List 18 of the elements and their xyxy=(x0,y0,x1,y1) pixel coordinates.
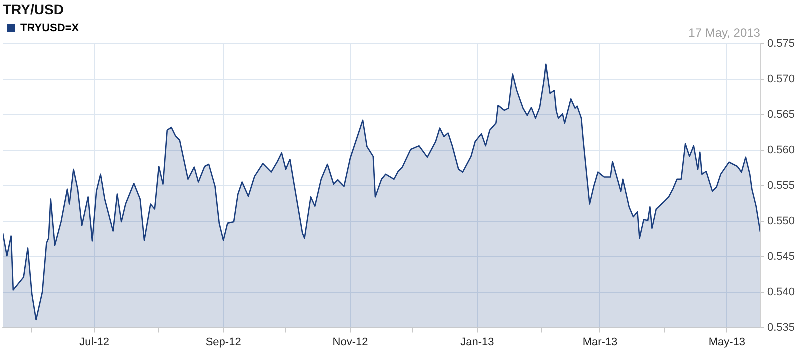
x-tick-label: May-13 xyxy=(708,336,746,348)
y-tick-label: 0.565 xyxy=(767,108,796,121)
x-tick-label: Jul-12 xyxy=(80,336,110,348)
chart-title: TRY/USD xyxy=(3,1,64,18)
legend-label: TRYUSD=X xyxy=(20,22,80,34)
y-tick-label: 0.575 xyxy=(767,38,796,50)
y-tick-label: 0.550 xyxy=(767,215,796,228)
x-tick-label: Sep-12 xyxy=(206,336,242,348)
x-tick-label: Mar-13 xyxy=(582,336,618,348)
y-tick-label: 0.535 xyxy=(767,322,796,334)
y-tick-label: 0.570 xyxy=(767,73,796,86)
text: 17 May, 2013 xyxy=(688,26,761,40)
y-tick-label: 0.540 xyxy=(767,286,796,298)
x-tick-label: Jan-13 xyxy=(460,336,494,348)
x-tick-label: Nov-12 xyxy=(332,336,368,348)
y-tick-label: 0.545 xyxy=(767,250,796,263)
y-tick-label: 0.560 xyxy=(767,144,796,156)
y-tick-label: 0.555 xyxy=(767,180,796,192)
